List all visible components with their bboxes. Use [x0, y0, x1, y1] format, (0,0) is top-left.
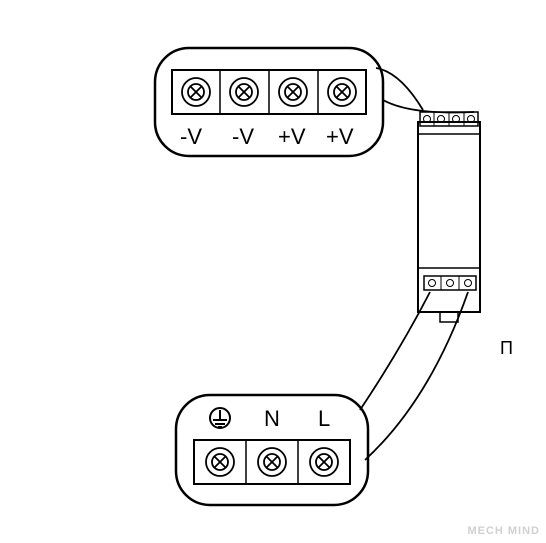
terminal-label: L: [318, 406, 330, 432]
watermark: MECH MIND: [467, 525, 540, 537]
terminal-label: +V: [278, 124, 306, 150]
terminal-label: -V: [180, 124, 202, 150]
device-body: [418, 112, 480, 322]
wiring-diagram: [0, 0, 546, 543]
top-leader-lines: [376, 68, 474, 113]
bottom-leader-lines: [360, 292, 468, 460]
terminal-label: -V: [232, 124, 254, 150]
side-mark: Π: [500, 338, 513, 359]
terminal-label: N: [264, 406, 280, 432]
terminal-label: +V: [326, 124, 354, 150]
